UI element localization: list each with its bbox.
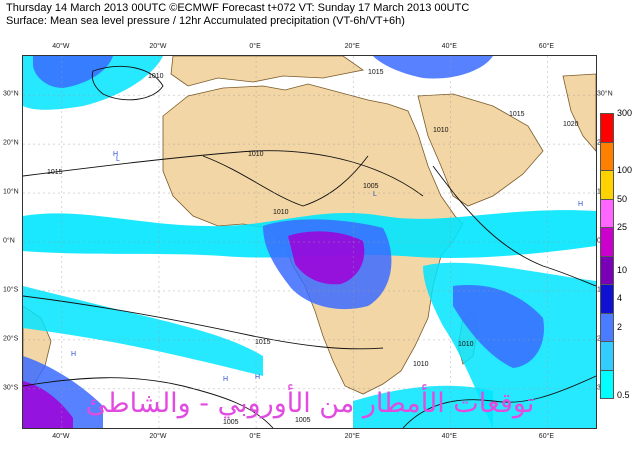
- isobar-value-label: 1020: [563, 121, 579, 128]
- graticule: [23, 56, 596, 428]
- colorbar-tick: 4: [617, 293, 623, 304]
- high-marker: H: [255, 374, 260, 381]
- map-canvas: 1010 1005 1015 1015 1010 1015 1010 1020 1015 1010…: [23, 56, 596, 428]
- isobar-value-label: 1015: [509, 111, 525, 118]
- colorbar-tick: 25: [617, 222, 628, 232]
- bottom-longitude-labels: 40°W 20°W 0°E 20°E 40°E 60°E: [22, 433, 595, 445]
- latitude-label: 30°N: [3, 90, 19, 98]
- colorbar-swatch: [600, 255, 614, 285]
- isobar-labels: 1010 1005 1015 1015 1010 1015 1010 1020 1015 1010…: [47, 69, 579, 426]
- isobar-line: [432, 165, 596, 287]
- precip-south-atlantic: [23, 286, 263, 376]
- longitude-label: 40°W: [52, 43, 70, 50]
- longitude-label: 40°E: [441, 433, 457, 440]
- colorbar-swatch: [600, 141, 614, 171]
- chart-header: Thursday 14 March 2013 00UTC ©ECMWF Fore…: [6, 2, 606, 28]
- high-marker: H: [71, 351, 76, 358]
- colorbar-tick: 10: [617, 264, 628, 275]
- precipitation-areas: [23, 56, 596, 428]
- longitude-label: 60°E: [538, 433, 555, 440]
- isobar-line: [402, 375, 596, 428]
- isobar-value-label: 1015: [47, 169, 63, 176]
- longitude-label: 20°E: [344, 43, 360, 50]
- colorbar-swatch: [600, 113, 614, 143]
- precip-congo-core: [288, 231, 365, 285]
- latitude-label: 30°N: [597, 90, 613, 98]
- precip-southeast-band: [353, 385, 493, 428]
- colorbar-swatch: [600, 198, 614, 228]
- isobar-line: [23, 150, 424, 197]
- isobar-value-label: 1010: [273, 209, 289, 216]
- isobar-value-label: 1015: [255, 339, 271, 346]
- high-marker: H: [223, 376, 228, 383]
- isobar-value-label: 1005: [223, 419, 239, 426]
- longitude-label: 20°W: [149, 433, 167, 440]
- latitude-label: 20°N: [3, 139, 19, 147]
- colorbar-swatch: [600, 312, 614, 342]
- colorbar-swatch: [600, 341, 614, 371]
- colorbar-swatch: [600, 170, 614, 200]
- colorbar-tick: 300: [617, 108, 633, 118]
- latitude-label: 20°S: [3, 335, 19, 343]
- isobar-value-label: 1005: [363, 183, 379, 190]
- weather-map: 1010 1005 1015 1015 1010 1015 1010 1020 1015 1010…: [22, 55, 597, 429]
- isobar-value-label: 1005: [295, 417, 311, 424]
- top-longitude-labels: 40°W 20°W 0°E 20°E 40°E 60°E: [22, 43, 595, 55]
- isobar-value-label: 1010: [248, 151, 264, 158]
- latitude-label: 30°S: [3, 384, 19, 392]
- latitude-label: 10°S: [3, 286, 19, 294]
- longitude-label: 20°W: [149, 43, 167, 50]
- precipitation-colorbar: [600, 113, 616, 399]
- longitude-label: 20°E: [344, 433, 360, 440]
- longitude-label: 40°E: [441, 43, 457, 50]
- latitude-label: 0°N: [3, 237, 15, 245]
- isobar-value-label: 1010: [458, 341, 474, 348]
- pressure-centres: H H H H H L L: [71, 151, 583, 383]
- india-land: [562, 73, 596, 152]
- longitude-label: 40°W: [52, 433, 70, 440]
- longitude-label: 0°E: [249, 433, 261, 440]
- precip-ne-corner: [373, 56, 493, 79]
- colorbar-tick-labels: 300 100 50 25 10 4 2 0.5: [617, 108, 640, 400]
- longitude-label: 0°E: [249, 43, 261, 50]
- isobar-line: [202, 155, 369, 207]
- longitude-label: 60°E: [538, 43, 555, 50]
- isobar-line: [23, 295, 384, 350]
- precip-indian-ocean-core: [453, 285, 544, 368]
- latitude-label: 10°N: [3, 188, 19, 196]
- colorbar-swatch: [600, 369, 614, 399]
- isobar-line: [91, 65, 164, 101]
- isobar-value-label: 1010: [413, 361, 429, 368]
- precip-nw-core: [33, 56, 113, 88]
- isobar-value-label: 1010: [433, 127, 449, 134]
- colorbar-tick: 100: [617, 165, 633, 175]
- europe-land: [170, 56, 364, 87]
- colorbar-tick: 2: [617, 321, 623, 332]
- high-marker: H: [113, 151, 118, 158]
- title-line-2: Surface: Mean sea level pressure / 12hr …: [6, 15, 405, 27]
- watermark-text: توقعات الأمطار من الأوروبي - والشاطئ: [85, 388, 535, 419]
- isobars: [23, 65, 596, 428]
- precip-sw-core: [23, 381, 73, 428]
- colorbar-tick: 50: [617, 193, 628, 204]
- arabia-land: [417, 93, 544, 207]
- isobar-line: [23, 377, 274, 428]
- left-latitude-labels: 30°N 20°N 10°N 0°N 10°S 20°S 30°S: [0, 55, 22, 427]
- low-marker: L: [116, 156, 120, 163]
- colorbar-tick: 0.5: [617, 390, 630, 400]
- colorbar-swatch: [600, 284, 614, 314]
- isobar-value-label: 1015: [368, 69, 384, 76]
- colorbar-swatch: [600, 227, 614, 257]
- isobar-value-label: 1010: [148, 73, 164, 80]
- high-marker: H: [578, 201, 583, 208]
- low-marker: L: [373, 191, 377, 198]
- title-line-1: Thursday 14 March 2013 00UTC ©ECMWF Fore…: [6, 2, 470, 14]
